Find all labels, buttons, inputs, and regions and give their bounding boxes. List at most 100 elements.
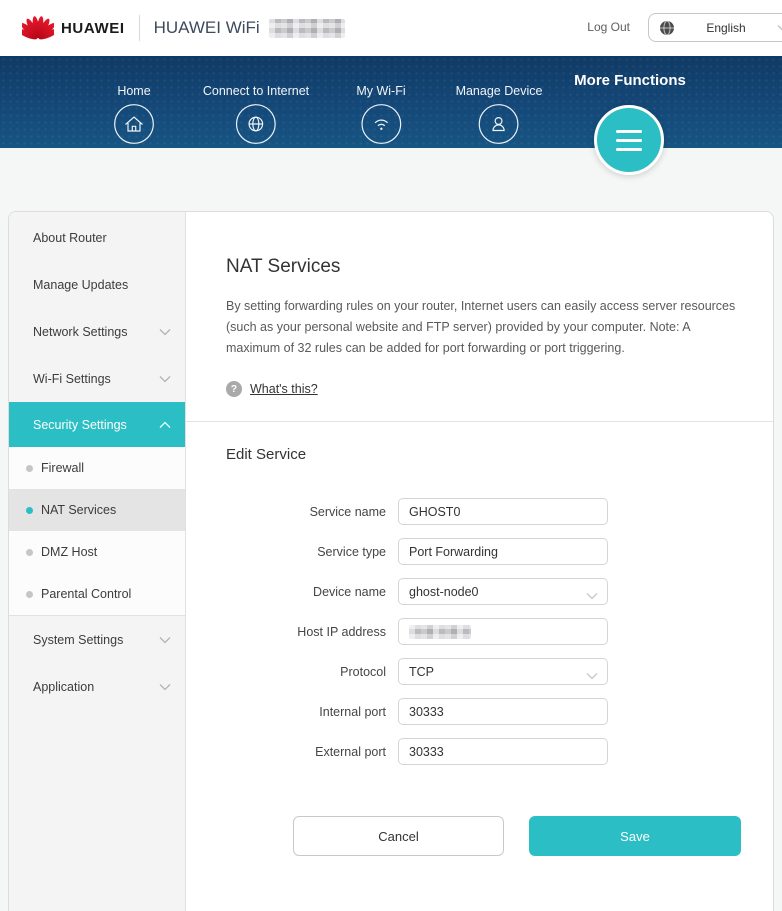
protocol-select[interactable]: TCP: [398, 658, 608, 685]
nav-item-manage-device[interactable]: Manage Device: [455, 84, 543, 145]
sidebar-item-manage-updates[interactable]: Manage Updates: [9, 261, 185, 308]
wifi-icon: [356, 103, 405, 145]
sidebar-divider: [9, 615, 185, 616]
internet-icon: [203, 103, 309, 145]
external-port-input[interactable]: [398, 738, 608, 765]
chevron-down-icon: [159, 328, 171, 336]
nav-label-manage-device: Manage Device: [455, 84, 543, 98]
field-label: Service name: [309, 504, 386, 519]
form-row-internal-port: Internal port: [226, 698, 773, 725]
sidebar-label: About Router: [33, 230, 107, 245]
main-nav-bar: Home Connect to Internet My Wi-Fi: [0, 56, 782, 148]
sidebar-label: Firewall: [41, 461, 85, 475]
sidebar-item-dmz-host[interactable]: DMZ Host: [9, 531, 185, 573]
cancel-button[interactable]: Cancel: [293, 816, 504, 856]
section-title: Edit Service: [226, 446, 307, 463]
brand-group: HUAWEI HUAWEI WiFi: [22, 0, 345, 56]
field-label: Internal port: [319, 704, 386, 719]
field-label: Protocol: [340, 664, 386, 679]
page-title: NAT Services: [226, 256, 341, 277]
whats-this-link[interactable]: What's this?: [250, 382, 318, 396]
sidebar-label: Manage Updates: [33, 277, 129, 292]
top-header: HUAWEI HUAWEI WiFi Log Out English: [0, 0, 782, 56]
form-row-protocol: Protocol TCP: [226, 658, 773, 685]
sidebar-item-firewall[interactable]: Firewall: [9, 447, 185, 489]
sidebar-item-application[interactable]: Application: [9, 663, 185, 710]
chevron-down-icon: [159, 375, 171, 383]
host-ip-field[interactable]: [398, 618, 608, 645]
service-type-value: Port Forwarding: [409, 544, 498, 559]
main-content: NAT Services By setting forwarding rules…: [186, 212, 773, 911]
language-selector[interactable]: English: [648, 13, 782, 42]
security-submenu: Firewall NAT Services DMZ Host Parental …: [9, 447, 185, 615]
nav-label-home: Home: [117, 84, 151, 98]
device-name-select[interactable]: ghost-node0: [398, 578, 608, 605]
header-divider: [138, 15, 140, 41]
huawei-logo-icon: [22, 15, 54, 42]
nav-item-my-wifi[interactable]: My Wi-Fi: [356, 84, 406, 145]
service-type-field: Port Forwarding: [398, 538, 608, 565]
sidebar-item-wifi-settings[interactable]: Wi-Fi Settings: [9, 355, 185, 402]
sidebar-label: Application: [33, 679, 95, 694]
service-name-input[interactable]: [398, 498, 608, 525]
sidebar-item-parental-control[interactable]: Parental Control: [9, 573, 185, 615]
bullet-icon: [26, 590, 33, 598]
settings-panel: About Router Manage Updates Network Sett…: [8, 211, 774, 911]
globe-icon: [659, 20, 675, 36]
more-functions-button[interactable]: [594, 105, 664, 175]
edit-service-form: Service name Service type Port Forwardin…: [226, 498, 773, 856]
sidebar-item-system-settings[interactable]: System Settings: [9, 616, 185, 663]
device-name-value: ghost-node0: [409, 584, 479, 599]
form-buttons: Cancel Save: [293, 816, 773, 856]
sidebar-item-about-router[interactable]: About Router: [9, 214, 185, 261]
sidebar-label: Parental Control: [41, 587, 132, 601]
field-label: Host IP address: [297, 624, 386, 639]
form-row-external-port: External port: [226, 738, 773, 765]
home-icon: [113, 103, 155, 145]
host-ip-redacted-value: [409, 624, 471, 639]
sidebar-label: System Settings: [33, 632, 124, 647]
internal-port-input[interactable]: [398, 698, 608, 725]
field-label: Device name: [313, 584, 386, 599]
nav-item-connect-to-internet[interactable]: Connect to Internet: [203, 84, 309, 145]
nav-item-home[interactable]: Home: [113, 84, 155, 145]
sidebar: About Router Manage Updates Network Sett…: [9, 212, 186, 911]
question-icon: ?: [226, 381, 242, 397]
form-row-service-type: Service type Port Forwarding: [226, 538, 773, 565]
more-functions-label: More Functions: [574, 72, 686, 89]
sidebar-item-security-settings[interactable]: Security Settings: [9, 402, 185, 447]
sidebar-item-nat-services[interactable]: NAT Services: [9, 489, 185, 531]
chevron-down-icon: [159, 683, 171, 691]
form-row-service-name: Service name: [226, 498, 773, 525]
product-model-redacted: [268, 18, 345, 38]
sidebar-label: NAT Services: [41, 503, 117, 517]
brand-wordmark: HUAWEI: [61, 19, 125, 37]
sidebar-label: Wi-Fi Settings: [33, 371, 111, 386]
chevron-down-icon: [586, 669, 598, 683]
form-row-host-ip: Host IP address: [226, 618, 773, 645]
bullet-icon: [26, 506, 33, 514]
nav-label-connect: Connect to Internet: [202, 84, 310, 98]
page-description: By setting forwarding rules on your rout…: [226, 299, 736, 355]
form-row-device-name: Device name ghost-node0: [226, 578, 773, 605]
chevron-down-icon: [159, 636, 171, 644]
person-icon: [456, 103, 543, 145]
product-title: HUAWEI WiFi: [153, 18, 260, 37]
save-button[interactable]: Save: [529, 816, 741, 856]
bullet-icon: [26, 464, 33, 472]
chevron-up-icon: [159, 421, 171, 429]
protocol-value: TCP: [409, 664, 434, 679]
help-row: ? What's this?: [226, 381, 773, 397]
chevron-down-icon: [586, 589, 598, 603]
field-label: External port: [315, 744, 386, 759]
sidebar-item-network-settings[interactable]: Network Settings: [9, 308, 185, 355]
sidebar-label: DMZ Host: [41, 545, 98, 559]
sidebar-label: Network Settings: [33, 324, 128, 339]
nav-label-my-wifi: My Wi-Fi: [356, 84, 406, 98]
bullet-icon: [26, 548, 33, 556]
language-label: English: [706, 20, 746, 35]
logout-button[interactable]: Log Out: [587, 20, 630, 34]
section-divider: [186, 421, 773, 422]
field-label: Service type: [317, 544, 386, 559]
sidebar-label: Security Settings: [33, 417, 127, 432]
